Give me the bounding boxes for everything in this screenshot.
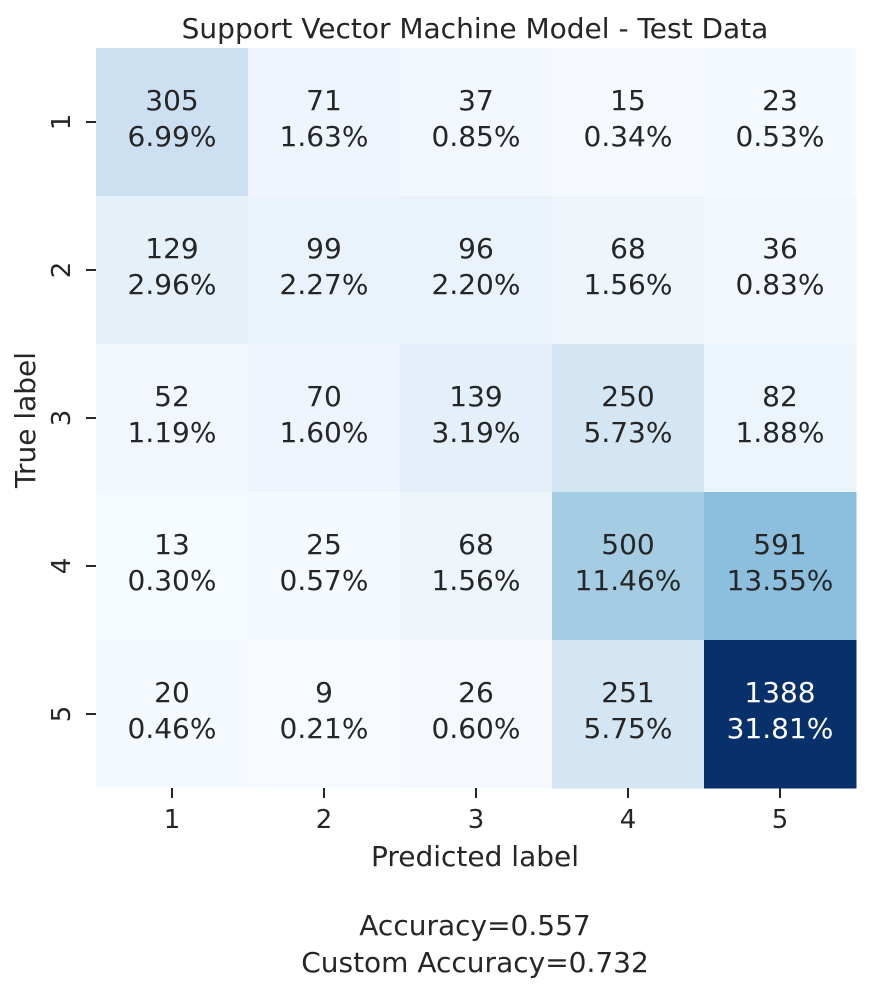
cell-count-label: 15 [610, 84, 646, 117]
cell-percent-label: 1.19% [128, 416, 217, 449]
heatmap-cell [400, 492, 553, 641]
cell-percent-label: 2.20% [432, 268, 521, 301]
cell-percent-label: 6.99% [128, 120, 217, 153]
cell-count-label: 129 [145, 232, 198, 265]
cell-count-label: 23 [762, 84, 798, 117]
heatmap-cell [552, 196, 705, 345]
cell-percent-label: 1.88% [736, 416, 825, 449]
cell-percent-label: 0.53% [736, 120, 825, 153]
cell-count-label: 20 [154, 676, 190, 709]
y-tick-label: 1 [47, 114, 77, 131]
heatmap-cell [400, 640, 553, 789]
heatmap-cell [248, 492, 401, 641]
cell-count-label: 1388 [744, 676, 815, 709]
cell-percent-label: 0.46% [128, 712, 217, 745]
cell-count-label: 305 [145, 84, 198, 117]
cell-count-label: 71 [306, 84, 342, 117]
heatmap-cell [96, 48, 249, 197]
cell-count-label: 9 [315, 676, 333, 709]
cell-percent-label: 1.56% [584, 268, 673, 301]
x-tick-label: 2 [316, 805, 333, 835]
heatmap-cell [400, 48, 553, 197]
x-axis-ticks: 1 2 3 4 5 [164, 788, 789, 835]
cell-percent-label: 1.63% [280, 120, 369, 153]
heatmap-cell [248, 640, 401, 789]
cell-percent-label: 1.56% [432, 564, 521, 597]
accuracy-label: Accuracy=0.557 [359, 909, 590, 942]
heatmap-cell [704, 344, 857, 493]
heatmap-cell [552, 492, 705, 641]
cell-count-label: 139 [449, 380, 502, 413]
cell-percent-label: 0.21% [280, 712, 369, 745]
cell-count-label: 36 [762, 232, 798, 265]
cell-percent-label: 1.60% [280, 416, 369, 449]
cell-count-label: 96 [458, 232, 494, 265]
cell-percent-label: 0.83% [736, 268, 825, 301]
cell-percent-label: 31.81% [727, 712, 834, 745]
heatmap-cell [704, 492, 857, 641]
cell-percent-label: 2.96% [128, 268, 217, 301]
cell-count-label: 68 [610, 232, 646, 265]
heatmap-cell [248, 48, 401, 197]
cell-percent-label: 5.73% [584, 416, 673, 449]
heatmap-cell [96, 640, 249, 789]
heatmap-cell [400, 196, 553, 345]
y-axis-ticks: 1 2 3 4 5 [47, 114, 96, 723]
cell-percent-label: 0.34% [584, 120, 673, 153]
x-tick-label: 5 [772, 805, 789, 835]
x-tick-label: 4 [620, 805, 637, 835]
custom-accuracy-label: Custom Accuracy=0.732 [301, 946, 649, 979]
cell-count-label: 250 [601, 380, 654, 413]
cell-count-label: 591 [753, 528, 806, 561]
cell-count-label: 68 [458, 528, 494, 561]
heatmap-cell [704, 196, 857, 345]
cell-count-label: 52 [154, 380, 190, 413]
heatmap-cell [96, 492, 249, 641]
cell-count-label: 99 [306, 232, 342, 265]
heatmap-cell [704, 48, 857, 197]
cell-count-label: 251 [601, 676, 654, 709]
y-tick-label: 4 [47, 558, 77, 575]
x-axis-label: Predicted label [371, 840, 579, 873]
cell-percent-label: 2.27% [280, 268, 369, 301]
cell-count-label: 70 [306, 380, 342, 413]
y-axis-label: True label [9, 352, 42, 489]
heatmap-cell [96, 196, 249, 345]
heatmap-cell [248, 344, 401, 493]
heatmap-cell [552, 48, 705, 197]
y-tick-label: 5 [47, 706, 77, 723]
x-tick-label: 3 [468, 805, 485, 835]
heatmap-cells: 3056.99%711.63%370.85%150.34%230.53%1292… [96, 48, 857, 789]
cell-percent-label: 0.57% [280, 564, 369, 597]
heatmap-cell [552, 640, 705, 789]
cell-count-label: 82 [762, 380, 798, 413]
cell-percent-label: 0.30% [128, 564, 217, 597]
cell-percent-label: 3.19% [432, 416, 521, 449]
cell-percent-label: 13.55% [727, 564, 834, 597]
cell-percent-label: 5.75% [584, 712, 673, 745]
chart-title: Support Vector Machine Model - Test Data [182, 12, 769, 45]
cell-count-label: 13 [154, 528, 190, 561]
heatmap-cell [400, 344, 553, 493]
heatmap-cell [248, 196, 401, 345]
cell-percent-label: 0.85% [432, 120, 521, 153]
cell-percent-label: 11.46% [575, 564, 682, 597]
heatmap-cell [96, 344, 249, 493]
y-tick-label: 2 [47, 262, 77, 279]
cell-count-label: 26 [458, 676, 494, 709]
cell-percent-label: 0.60% [432, 712, 521, 745]
x-tick-label: 1 [164, 805, 181, 835]
y-tick-label: 3 [47, 410, 77, 427]
cell-count-label: 25 [306, 528, 342, 561]
cell-count-label: 500 [601, 528, 654, 561]
heatmap-cell [704, 640, 857, 789]
cell-count-label: 37 [458, 84, 494, 117]
heatmap-cell [552, 344, 705, 493]
